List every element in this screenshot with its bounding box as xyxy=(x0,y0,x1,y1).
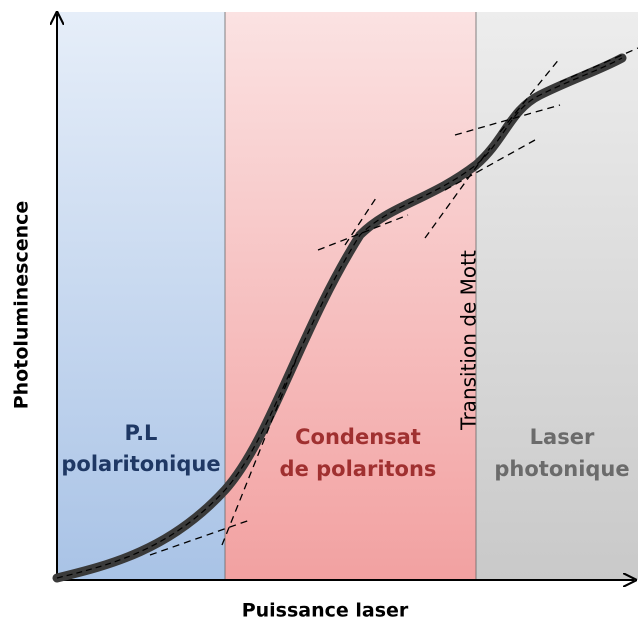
region-polariton-pl xyxy=(57,12,225,580)
region-label: Condensat xyxy=(295,425,421,449)
x-axis-label: Puissance laser xyxy=(242,600,409,622)
region-laser xyxy=(476,12,638,580)
region-label: Laser xyxy=(530,425,595,449)
region-condensate xyxy=(225,12,476,580)
tangents xyxy=(149,47,638,556)
transition-label: Transition de Mott xyxy=(457,250,481,431)
region-label: P.L xyxy=(125,421,158,445)
region-label: de polaritons xyxy=(280,457,437,481)
region-label: photonique xyxy=(494,457,629,481)
curve-dashed xyxy=(56,57,623,579)
region-label: polaritonique xyxy=(61,452,220,476)
y-axis-label: Photoluminescence xyxy=(11,201,33,410)
